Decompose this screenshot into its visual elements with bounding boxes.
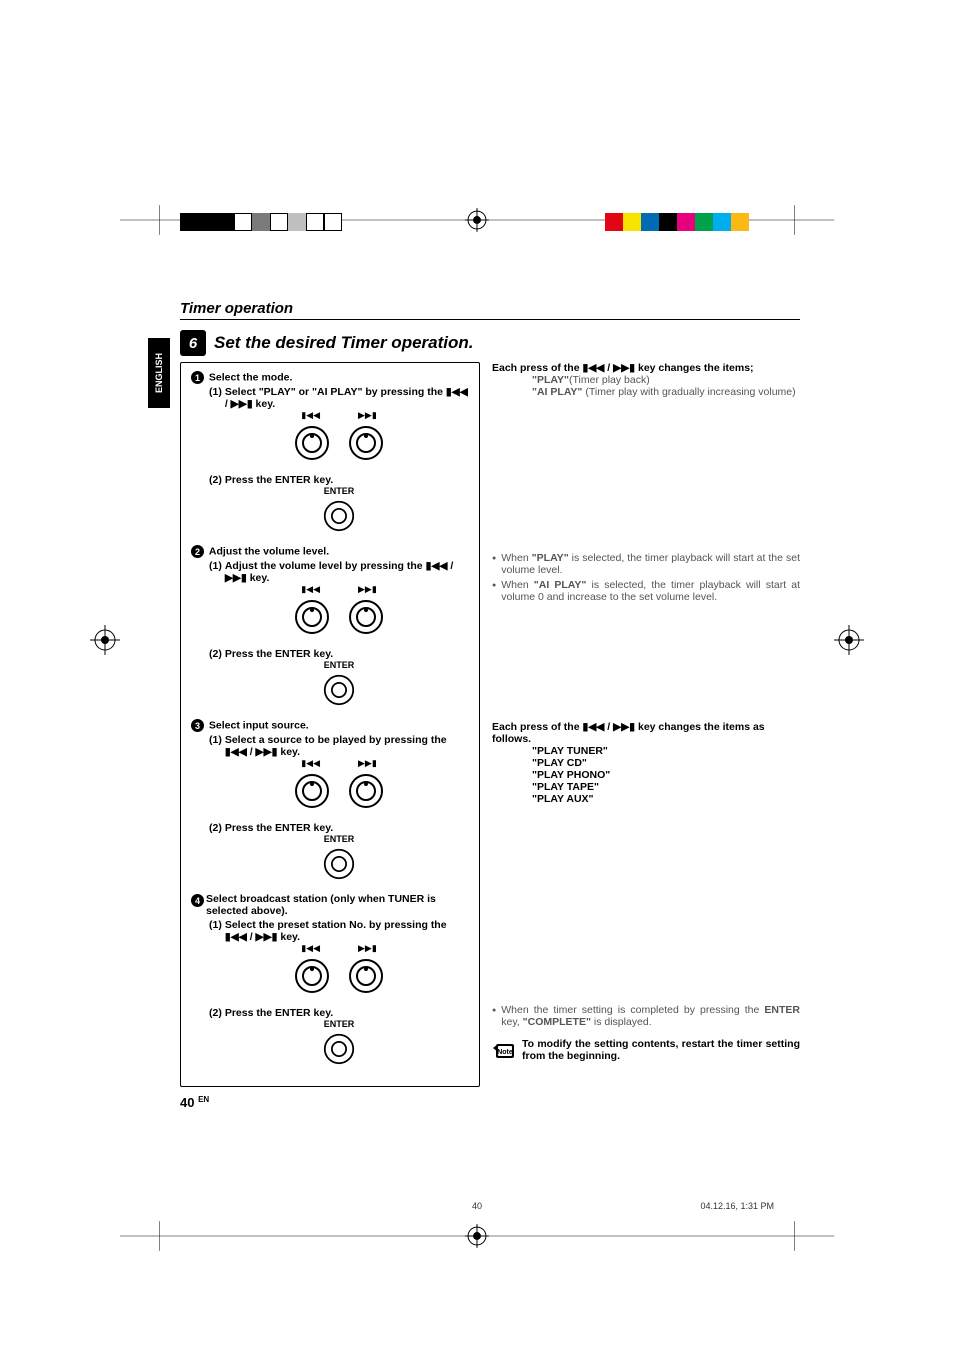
source-item: "PLAY CD" — [492, 757, 800, 769]
skip-keys-icon: ▮◀◀ / ▶▶▮ — [225, 931, 278, 943]
skip-keys-icon: ▮◀◀ / ▶▶▮ — [582, 721, 635, 733]
substep-3-badge: 3 — [191, 719, 204, 732]
substep-1-badge: 1 — [191, 371, 204, 384]
knob-icon — [294, 773, 330, 812]
step-header: 6 Set the desired Timer operation. — [180, 330, 800, 356]
source-item: "PLAY TAPE" — [492, 781, 800, 793]
source-item: "PLAY TUNER" — [492, 745, 800, 757]
substep-label: (2) — [209, 822, 222, 834]
language-tab: ENGLISH — [148, 338, 170, 408]
enter-knob-icon — [323, 848, 355, 883]
substep-label: (2) — [209, 474, 222, 486]
footer: 40 04.12.16, 1:31 PM — [180, 1201, 774, 1211]
footer-right: 04.12.16, 1:31 PM — [700, 1201, 774, 1211]
skip-keys-icon: ▮◀◀ / ▶▶▮ — [225, 746, 278, 758]
source-item: "PLAY PHONO" — [492, 769, 800, 781]
knob-icon — [348, 425, 384, 464]
substep-label: (2) — [209, 1007, 222, 1019]
source-heading: Select input source. — [209, 720, 309, 732]
knob-icon — [348, 958, 384, 997]
section-title: Timer operation — [180, 300, 800, 320]
note-text: To modify the setting contents, restart … — [522, 1038, 800, 1063]
enter-label: ENTER — [209, 660, 469, 670]
knob-icon — [294, 599, 330, 638]
substep-label: (2) — [209, 648, 222, 660]
color-bar-right — [605, 213, 749, 231]
complete-explanation: When the timer setting is completed by p… — [492, 1004, 800, 1028]
substep-label: (1) — [209, 560, 222, 584]
knob-icon — [348, 599, 384, 638]
source-step1: Select a source to be played by pressing… — [225, 734, 469, 758]
note: Note To modify the setting contents, res… — [492, 1038, 800, 1063]
registration-mark-right — [829, 620, 869, 660]
source-item: "PLAY AUX" — [492, 793, 800, 805]
source-explanation: Each press of the ▮◀◀ / ▶▶▮ key changes … — [492, 721, 800, 805]
volume-step2: Press the ENTER key. — [225, 648, 333, 660]
substep-label: (1) — [209, 919, 222, 943]
skip-keys-icon: ▮◀◀ / ▶▶▮ — [582, 362, 635, 374]
mode-step1: Select "PLAY" or "AI PLAY" by pressing t… — [225, 386, 469, 410]
knob-icon — [294, 958, 330, 997]
page-number: 40 EN — [180, 1095, 800, 1110]
station-step2: Press the ENTER key. — [225, 1007, 333, 1019]
station-step1: Select the preset station No. by pressin… — [225, 919, 469, 943]
enter-label: ENTER — [209, 1019, 469, 1029]
mode-step2: Press the ENTER key. — [225, 474, 333, 486]
substep-label: (1) — [209, 734, 222, 758]
step-number-badge: 6 — [180, 330, 206, 356]
registration-mark-left — [85, 620, 125, 660]
right-column: Each press of the ▮◀◀ / ▶▶▮ key changes … — [480, 362, 800, 1087]
knob-icon — [294, 425, 330, 464]
step-title: Set the desired Timer operation. — [214, 333, 473, 353]
note-icon: Note — [492, 1038, 516, 1063]
mode-heading: Select the mode. — [209, 372, 292, 384]
knob-icon — [348, 773, 384, 812]
page-content: ENGLISH Timer operation 6 Set the desire… — [180, 300, 800, 1110]
svg-text:Note: Note — [497, 1049, 513, 1056]
enter-label: ENTER — [209, 834, 469, 844]
left-column-box: 1 Select the mode. (1) Select "PLAY" or … — [180, 362, 480, 1087]
enter-knob-icon — [323, 500, 355, 535]
source-step2: Press the ENTER key. — [225, 822, 333, 834]
substep-4-badge: 4 — [191, 894, 204, 907]
substep-label: (1) — [209, 386, 222, 410]
knob-pair — [209, 425, 469, 464]
station-heading: Select broadcast station (only when TUNE… — [206, 893, 469, 917]
color-bar-left — [180, 213, 342, 231]
enter-label: ENTER — [209, 486, 469, 496]
enter-knob-icon — [323, 674, 355, 709]
mode-explanation: Each press of the ▮◀◀ / ▶▶▮ key changes … — [492, 362, 800, 398]
footer-center: 40 — [472, 1201, 482, 1211]
volume-step1: Adjust the volume level by pressing the … — [225, 560, 469, 584]
crop-marks-bottom — [120, 1221, 834, 1251]
volume-heading: Adjust the volume level. — [209, 546, 329, 558]
enter-knob-icon — [323, 1033, 355, 1068]
substep-2-badge: 2 — [191, 545, 204, 558]
volume-explanation: When "PLAY" is selected, the timer playb… — [492, 552, 800, 603]
